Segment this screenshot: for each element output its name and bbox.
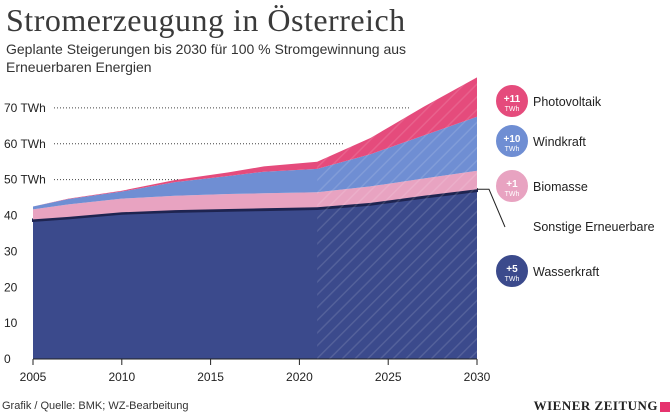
area-biomasse <box>33 170 477 220</box>
legend-label-photovoltaik: Photovoltaik <box>533 95 602 109</box>
y-tick-label: 0 <box>4 352 11 366</box>
brand-mark-icon <box>660 402 670 412</box>
legend-label-sonstige: Sonstige Erneuerbare <box>533 220 655 234</box>
legend-badge-value: +5 <box>506 264 518 275</box>
sonstige-connector <box>477 188 506 228</box>
legend-badge-unit: TWh <box>505 276 520 283</box>
chart-subtitle: Geplante Steigerungen bis 2030 für 100 %… <box>6 41 407 75</box>
y-tick-label: 40 <box>4 209 18 223</box>
legend-badge-value: +11 <box>504 94 521 105</box>
legend-badge-windkraft <box>494 123 530 159</box>
legend-badge-value: +1 <box>506 179 518 190</box>
x-tick-label: 2030 <box>464 370 491 384</box>
x-tick-label: 2020 <box>286 370 313 384</box>
y-tick-label: 20 <box>4 280 18 294</box>
y-tick-label: 70 TWh <box>4 101 46 115</box>
y-tick-label: 10 <box>4 316 18 330</box>
x-tick-label: 2015 <box>197 370 224 384</box>
legend-badge-value: +10 <box>504 134 521 145</box>
x-tick-label: 2025 <box>375 370 402 384</box>
legend-label-windkraft: Windkraft <box>533 135 586 149</box>
legend-label-biomasse: Biomasse <box>533 180 588 194</box>
y-tick-label: 30 <box>4 244 18 258</box>
legend-badge-wasserkraft <box>494 253 530 289</box>
legend-badge-unit: TWh <box>505 106 520 113</box>
projection-hatch <box>317 77 477 360</box>
brand-logo: WIENER ZEITUNG <box>533 398 658 413</box>
legend-badge-biomasse <box>494 168 530 204</box>
y-tick-label: 60 TWh <box>4 137 46 151</box>
legend-label-wasserkraft: Wasserkraft <box>533 265 600 279</box>
x-tick-label: 2010 <box>108 370 135 384</box>
x-tick-label: 2005 <box>20 370 47 384</box>
y-tick-label: 50 TWh <box>4 173 46 187</box>
legend-badge-unit: TWh <box>505 191 520 198</box>
source-note: Grafik / Quelle: BMK; WZ-Bearbeitung <box>2 400 189 412</box>
chart-title: Stromerzeugung in Österreich <box>6 2 406 38</box>
legend-badge-photovoltaik <box>494 83 530 119</box>
legend-badge-unit: TWh <box>505 146 520 153</box>
